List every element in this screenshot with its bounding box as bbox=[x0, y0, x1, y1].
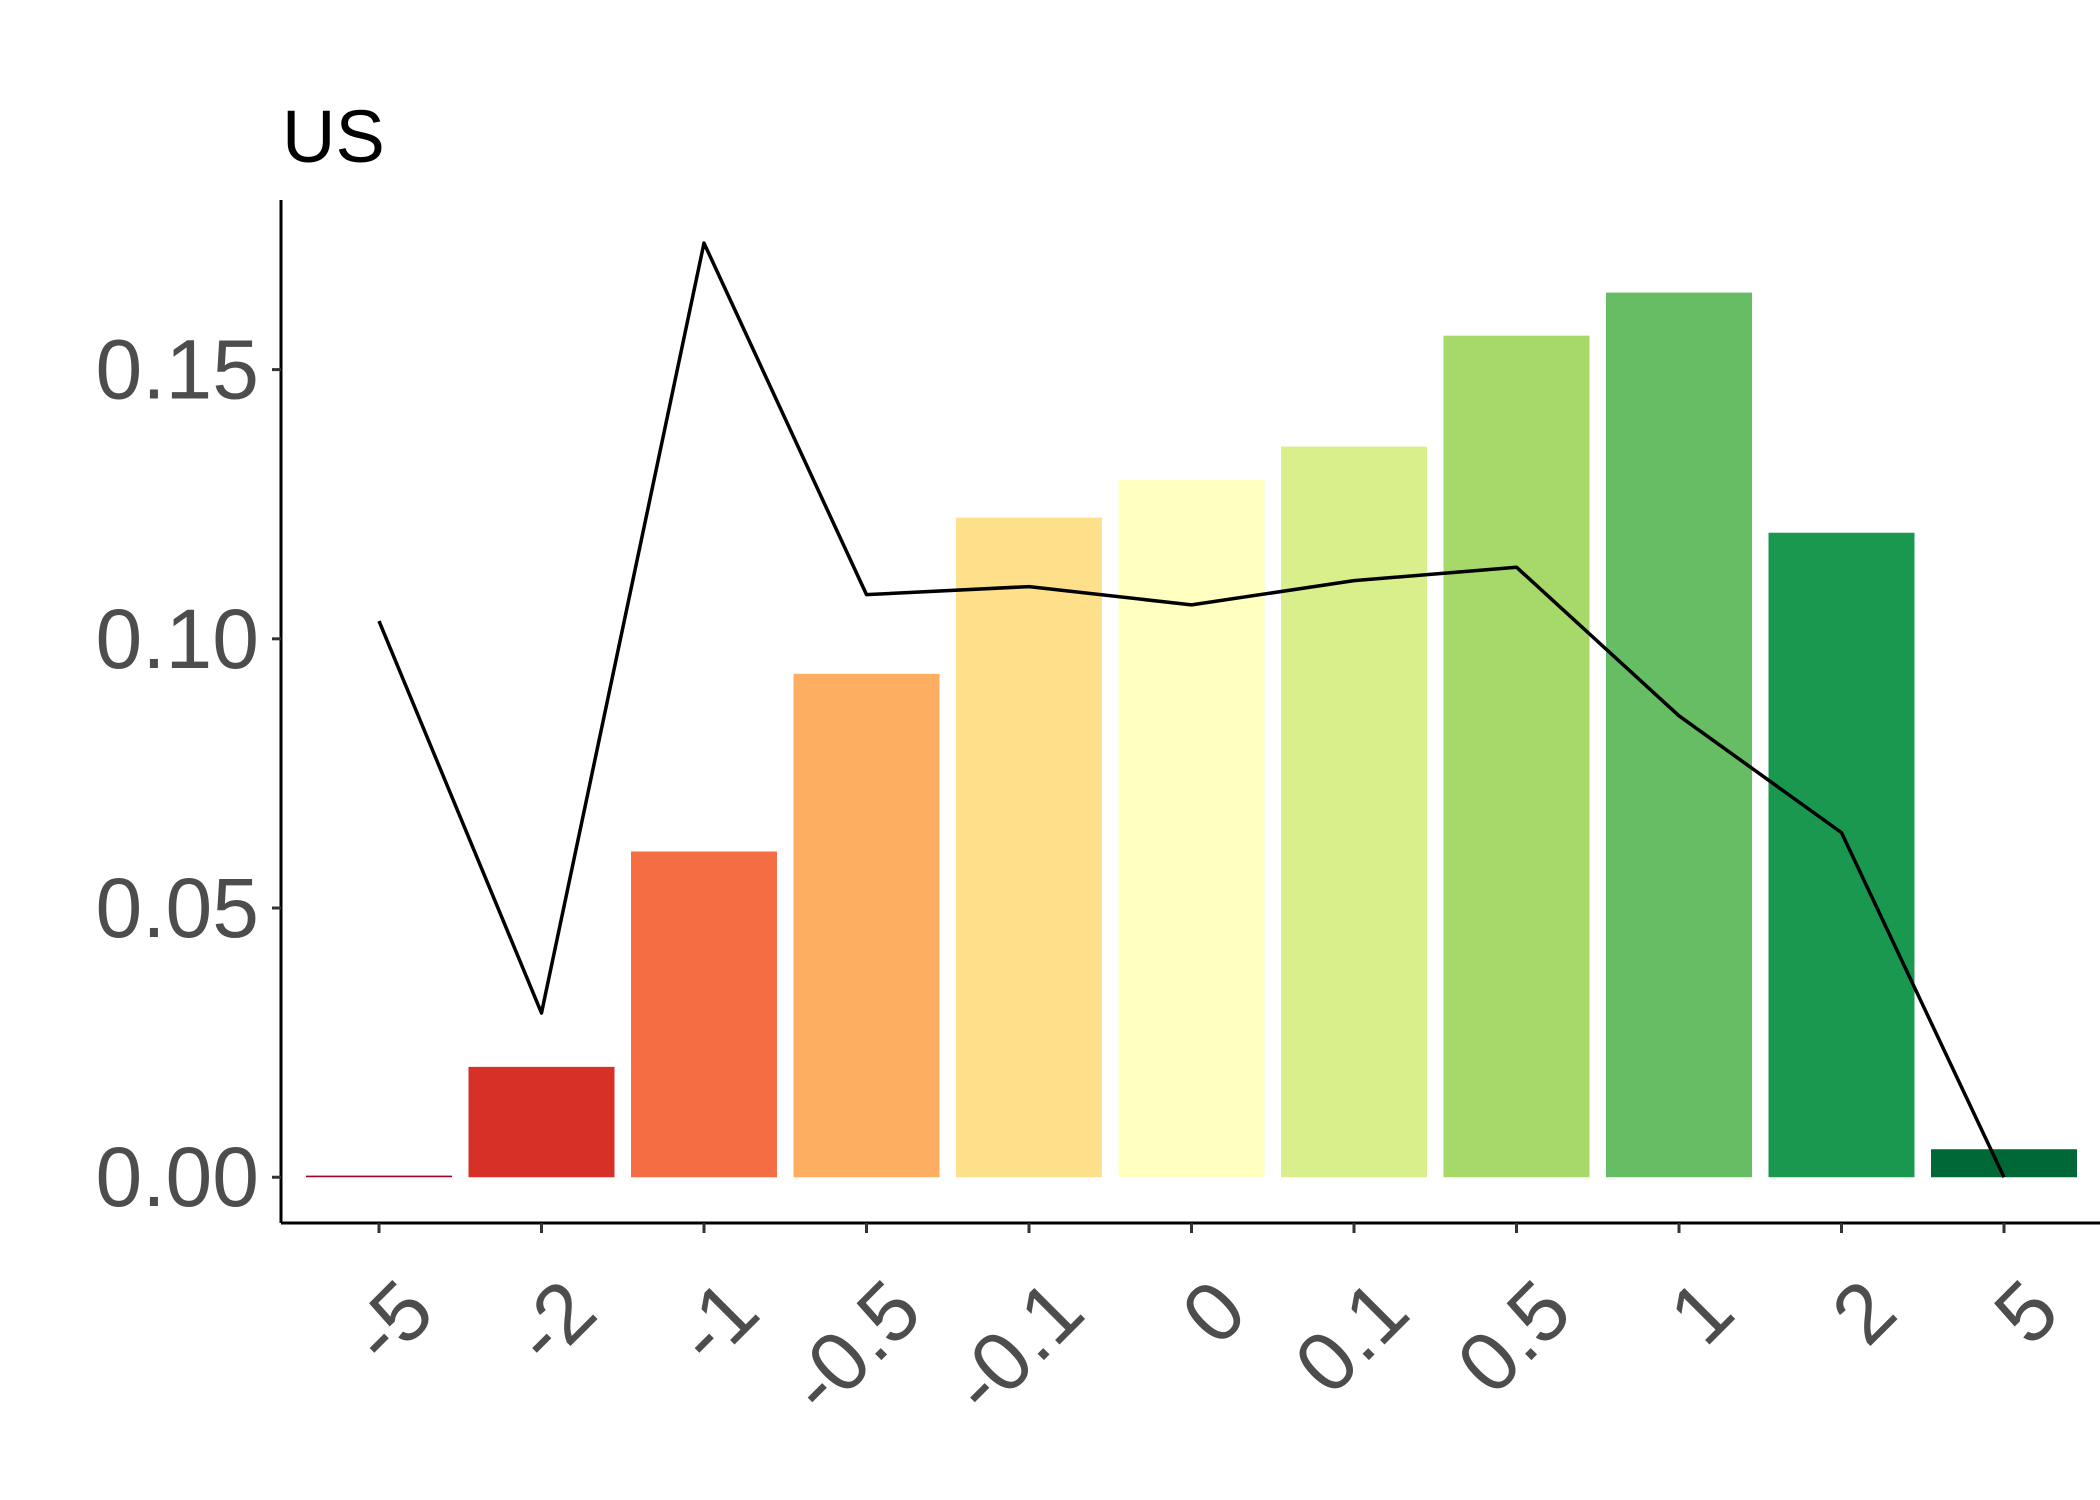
bar-7 bbox=[1443, 335, 1590, 1178]
bar-10 bbox=[1931, 1149, 2077, 1178]
bar-1 bbox=[468, 1066, 615, 1178]
bar-0 bbox=[306, 1175, 452, 1178]
y-ticks-layer: 0.00 0.05 0.10 0.15 bbox=[96, 323, 281, 1224]
bar-8 bbox=[1606, 292, 1752, 1178]
y-tick-label-3: 0.15 bbox=[96, 323, 260, 417]
line-series bbox=[377, 241, 2006, 1178]
bar-9 bbox=[1768, 532, 1915, 1178]
bar-3 bbox=[793, 673, 940, 1178]
bar-5 bbox=[1118, 479, 1265, 1178]
bar-6 bbox=[1281, 446, 1427, 1178]
bar-4 bbox=[956, 517, 1102, 1178]
chart-title: US bbox=[282, 95, 385, 178]
y-tick-label-1: 0.05 bbox=[96, 861, 260, 955]
line-layer bbox=[377, 241, 2006, 1178]
y-tick-label-0: 0.00 bbox=[96, 1130, 260, 1224]
bar-2 bbox=[631, 851, 777, 1178]
y-tick-label-2: 0.10 bbox=[96, 592, 260, 686]
